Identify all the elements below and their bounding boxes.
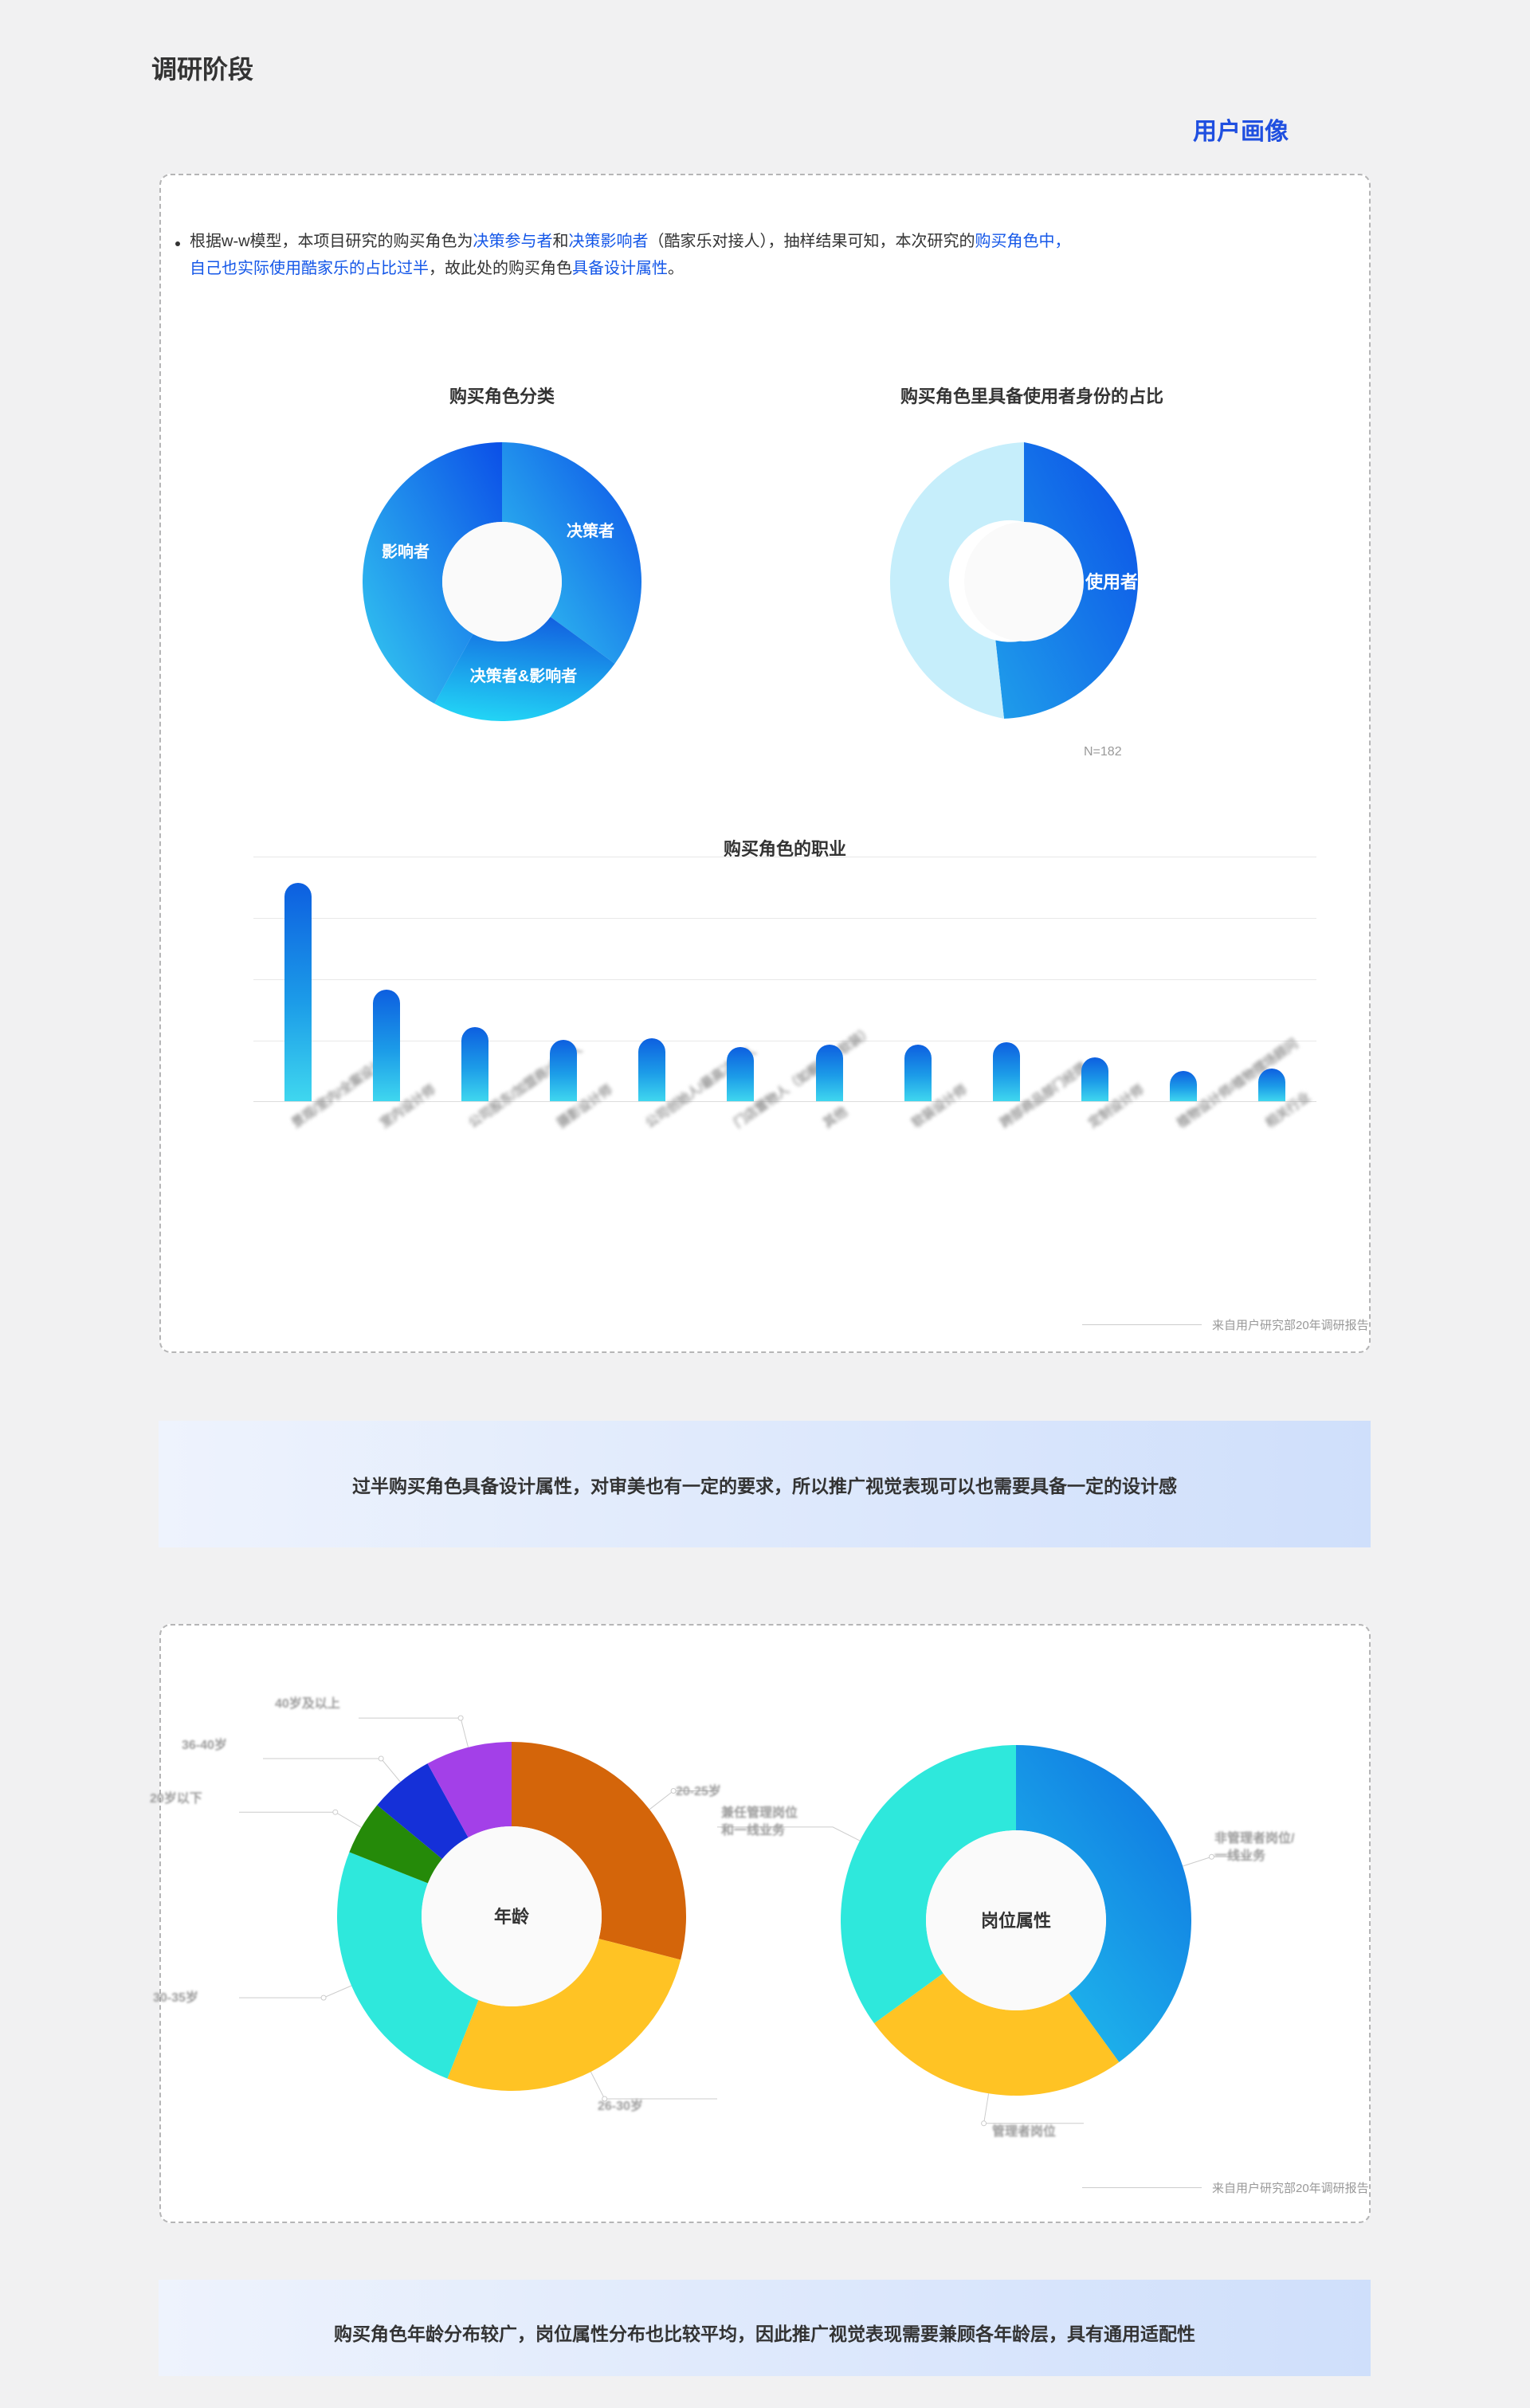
svg-text:使用者: 使用者 bbox=[1085, 572, 1138, 592]
svg-text:决策者&影响者: 决策者&影响者 bbox=[470, 666, 577, 685]
svg-text:决策者: 决策者 bbox=[567, 521, 614, 540]
svg-text:影响者: 影响者 bbox=[382, 542, 430, 561]
